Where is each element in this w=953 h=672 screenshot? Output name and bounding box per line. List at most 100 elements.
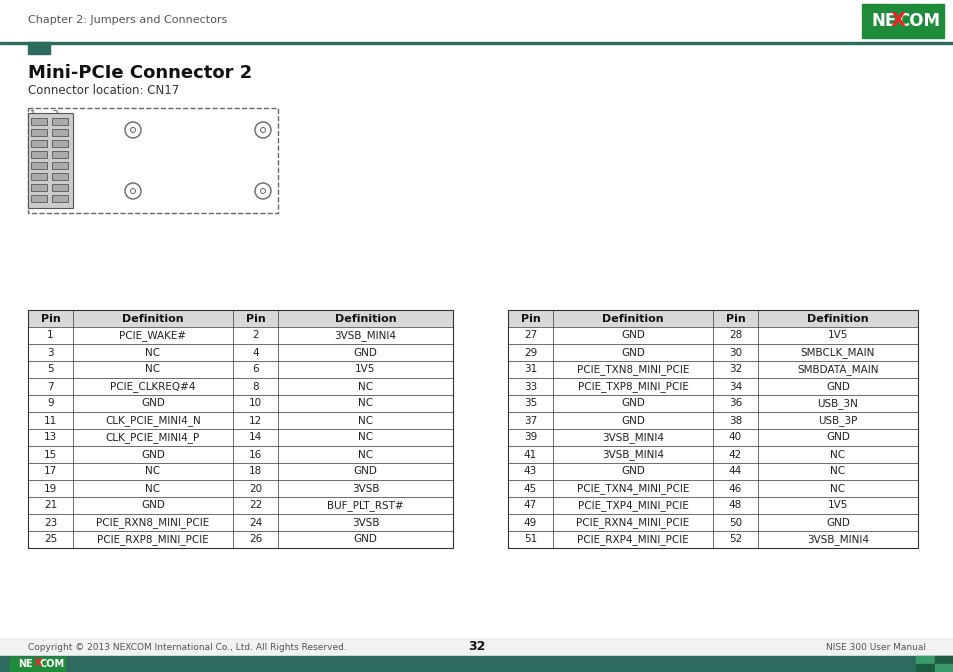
Bar [862, 4, 943, 38]
Text: X: X [34, 659, 43, 669]
Text: 43: 43 [523, 466, 537, 476]
Text: 8: 8 [252, 382, 258, 392]
Text: 52: 52 [728, 534, 741, 544]
Text: 20: 20 [249, 483, 262, 493]
Text: 9: 9 [47, 398, 53, 409]
Text: GND: GND [141, 398, 165, 409]
Text: 3VSB: 3VSB [352, 483, 379, 493]
Text: 35: 35 [523, 398, 537, 409]
Text: 48: 48 [728, 501, 741, 511]
Text: PCIE_TXN4_MINI_PCIE: PCIE_TXN4_MINI_PCIE [577, 483, 688, 494]
Text: 15: 15 [44, 450, 57, 460]
Bar [28, 108, 277, 213]
Text: Connector location: CN17: Connector location: CN17 [28, 85, 179, 97]
Text: PCIE_WAKE#: PCIE_WAKE# [119, 330, 187, 341]
Text: 12: 12 [249, 415, 262, 425]
Bar [30, 162, 47, 169]
Text: 37: 37 [523, 415, 537, 425]
Text: CLK_PCIE_MINI4_N: CLK_PCIE_MINI4_N [105, 415, 201, 426]
Bar [934, 656, 953, 664]
Text: 28: 28 [728, 331, 741, 341]
Text: PCIE_RXN8_MINI_PCIE: PCIE_RXN8_MINI_PCIE [96, 517, 210, 528]
Text: 5: 5 [47, 364, 53, 374]
Bar [52, 162, 68, 169]
Bar [0, 638, 953, 656]
Text: 1V5: 1V5 [355, 364, 375, 374]
Text: NC: NC [145, 347, 160, 358]
Text: 29: 29 [523, 347, 537, 358]
Bar [30, 184, 47, 191]
Text: Definition: Definition [122, 314, 184, 323]
Text: 1: 1 [30, 110, 35, 119]
Text: COM: COM [40, 659, 65, 669]
Text: PCIE_TXP8_MINI_PCIE: PCIE_TXP8_MINI_PCIE [577, 381, 688, 392]
Text: 1V5: 1V5 [827, 331, 847, 341]
Text: GND: GND [825, 517, 849, 528]
Text: 1V5: 1V5 [827, 501, 847, 511]
Text: GND: GND [354, 466, 377, 476]
Text: GND: GND [620, 331, 644, 341]
Text: Definition: Definition [601, 314, 663, 323]
Text: 42: 42 [728, 450, 741, 460]
Bar [507, 310, 917, 327]
Text: 3VSB_MINI4: 3VSB_MINI4 [601, 432, 663, 443]
Text: PCIE_CLKREQ#4: PCIE_CLKREQ#4 [111, 381, 195, 392]
Text: 13: 13 [44, 433, 57, 442]
Text: 4: 4 [252, 347, 258, 358]
Text: NISE 300 User Manual: NISE 300 User Manual [825, 642, 925, 651]
Bar [915, 664, 934, 672]
Text: 1: 1 [47, 331, 53, 341]
Text: GND: GND [620, 415, 644, 425]
Bar [915, 656, 934, 664]
Text: CLK_PCIE_MINI4_P: CLK_PCIE_MINI4_P [106, 432, 200, 443]
Bar [52, 118, 68, 125]
Text: NC: NC [145, 483, 160, 493]
Text: 2: 2 [252, 331, 258, 341]
Text: NC: NC [357, 382, 373, 392]
Text: 50: 50 [728, 517, 741, 528]
Bar [28, 310, 453, 327]
Text: USB_3N: USB_3N [817, 398, 858, 409]
Text: 3VSB_MINI4: 3VSB_MINI4 [335, 330, 396, 341]
Text: 52: 52 [52, 202, 63, 211]
Text: SMBCLK_MAIN: SMBCLK_MAIN [800, 347, 874, 358]
Text: 39: 39 [523, 433, 537, 442]
Text: 3: 3 [47, 347, 53, 358]
Bar [934, 664, 953, 672]
Text: PCIE_RXN4_MINI_PCIE: PCIE_RXN4_MINI_PCIE [576, 517, 689, 528]
Text: 3VSB: 3VSB [352, 517, 379, 528]
Text: 19: 19 [44, 483, 57, 493]
Text: GND: GND [354, 347, 377, 358]
Text: BUF_PLT_RST#: BUF_PLT_RST# [327, 500, 403, 511]
Bar [10, 657, 65, 671]
Text: NC: NC [829, 483, 844, 493]
Text: GND: GND [141, 450, 165, 460]
Text: Pin: Pin [725, 314, 744, 323]
Text: 18: 18 [249, 466, 262, 476]
Text: 3VSB_MINI4: 3VSB_MINI4 [601, 449, 663, 460]
Text: NC: NC [145, 364, 160, 374]
Text: NC: NC [145, 466, 160, 476]
Text: Definition: Definition [335, 314, 395, 323]
Bar [30, 195, 47, 202]
Bar [0, 42, 953, 44]
Text: 10: 10 [249, 398, 262, 409]
Text: Pin: Pin [520, 314, 539, 323]
Text: 14: 14 [249, 433, 262, 442]
Text: 26: 26 [249, 534, 262, 544]
Text: 7: 7 [47, 382, 53, 392]
Text: 3VSB_MINI4: 3VSB_MINI4 [806, 534, 868, 545]
Bar [28, 310, 453, 548]
Bar [30, 151, 47, 158]
Text: 41: 41 [523, 450, 537, 460]
Bar [52, 129, 68, 136]
Bar [28, 42, 50, 54]
Text: Pin: Pin [245, 314, 265, 323]
Bar [30, 118, 47, 125]
Text: USB_3P: USB_3P [818, 415, 857, 426]
Bar [0, 656, 953, 672]
Text: Copyright © 2013 NEXCOM International Co., Ltd. All Rights Reserved.: Copyright © 2013 NEXCOM International Co… [28, 642, 346, 651]
Text: 36: 36 [728, 398, 741, 409]
Text: 46: 46 [728, 483, 741, 493]
Text: 22: 22 [249, 501, 262, 511]
